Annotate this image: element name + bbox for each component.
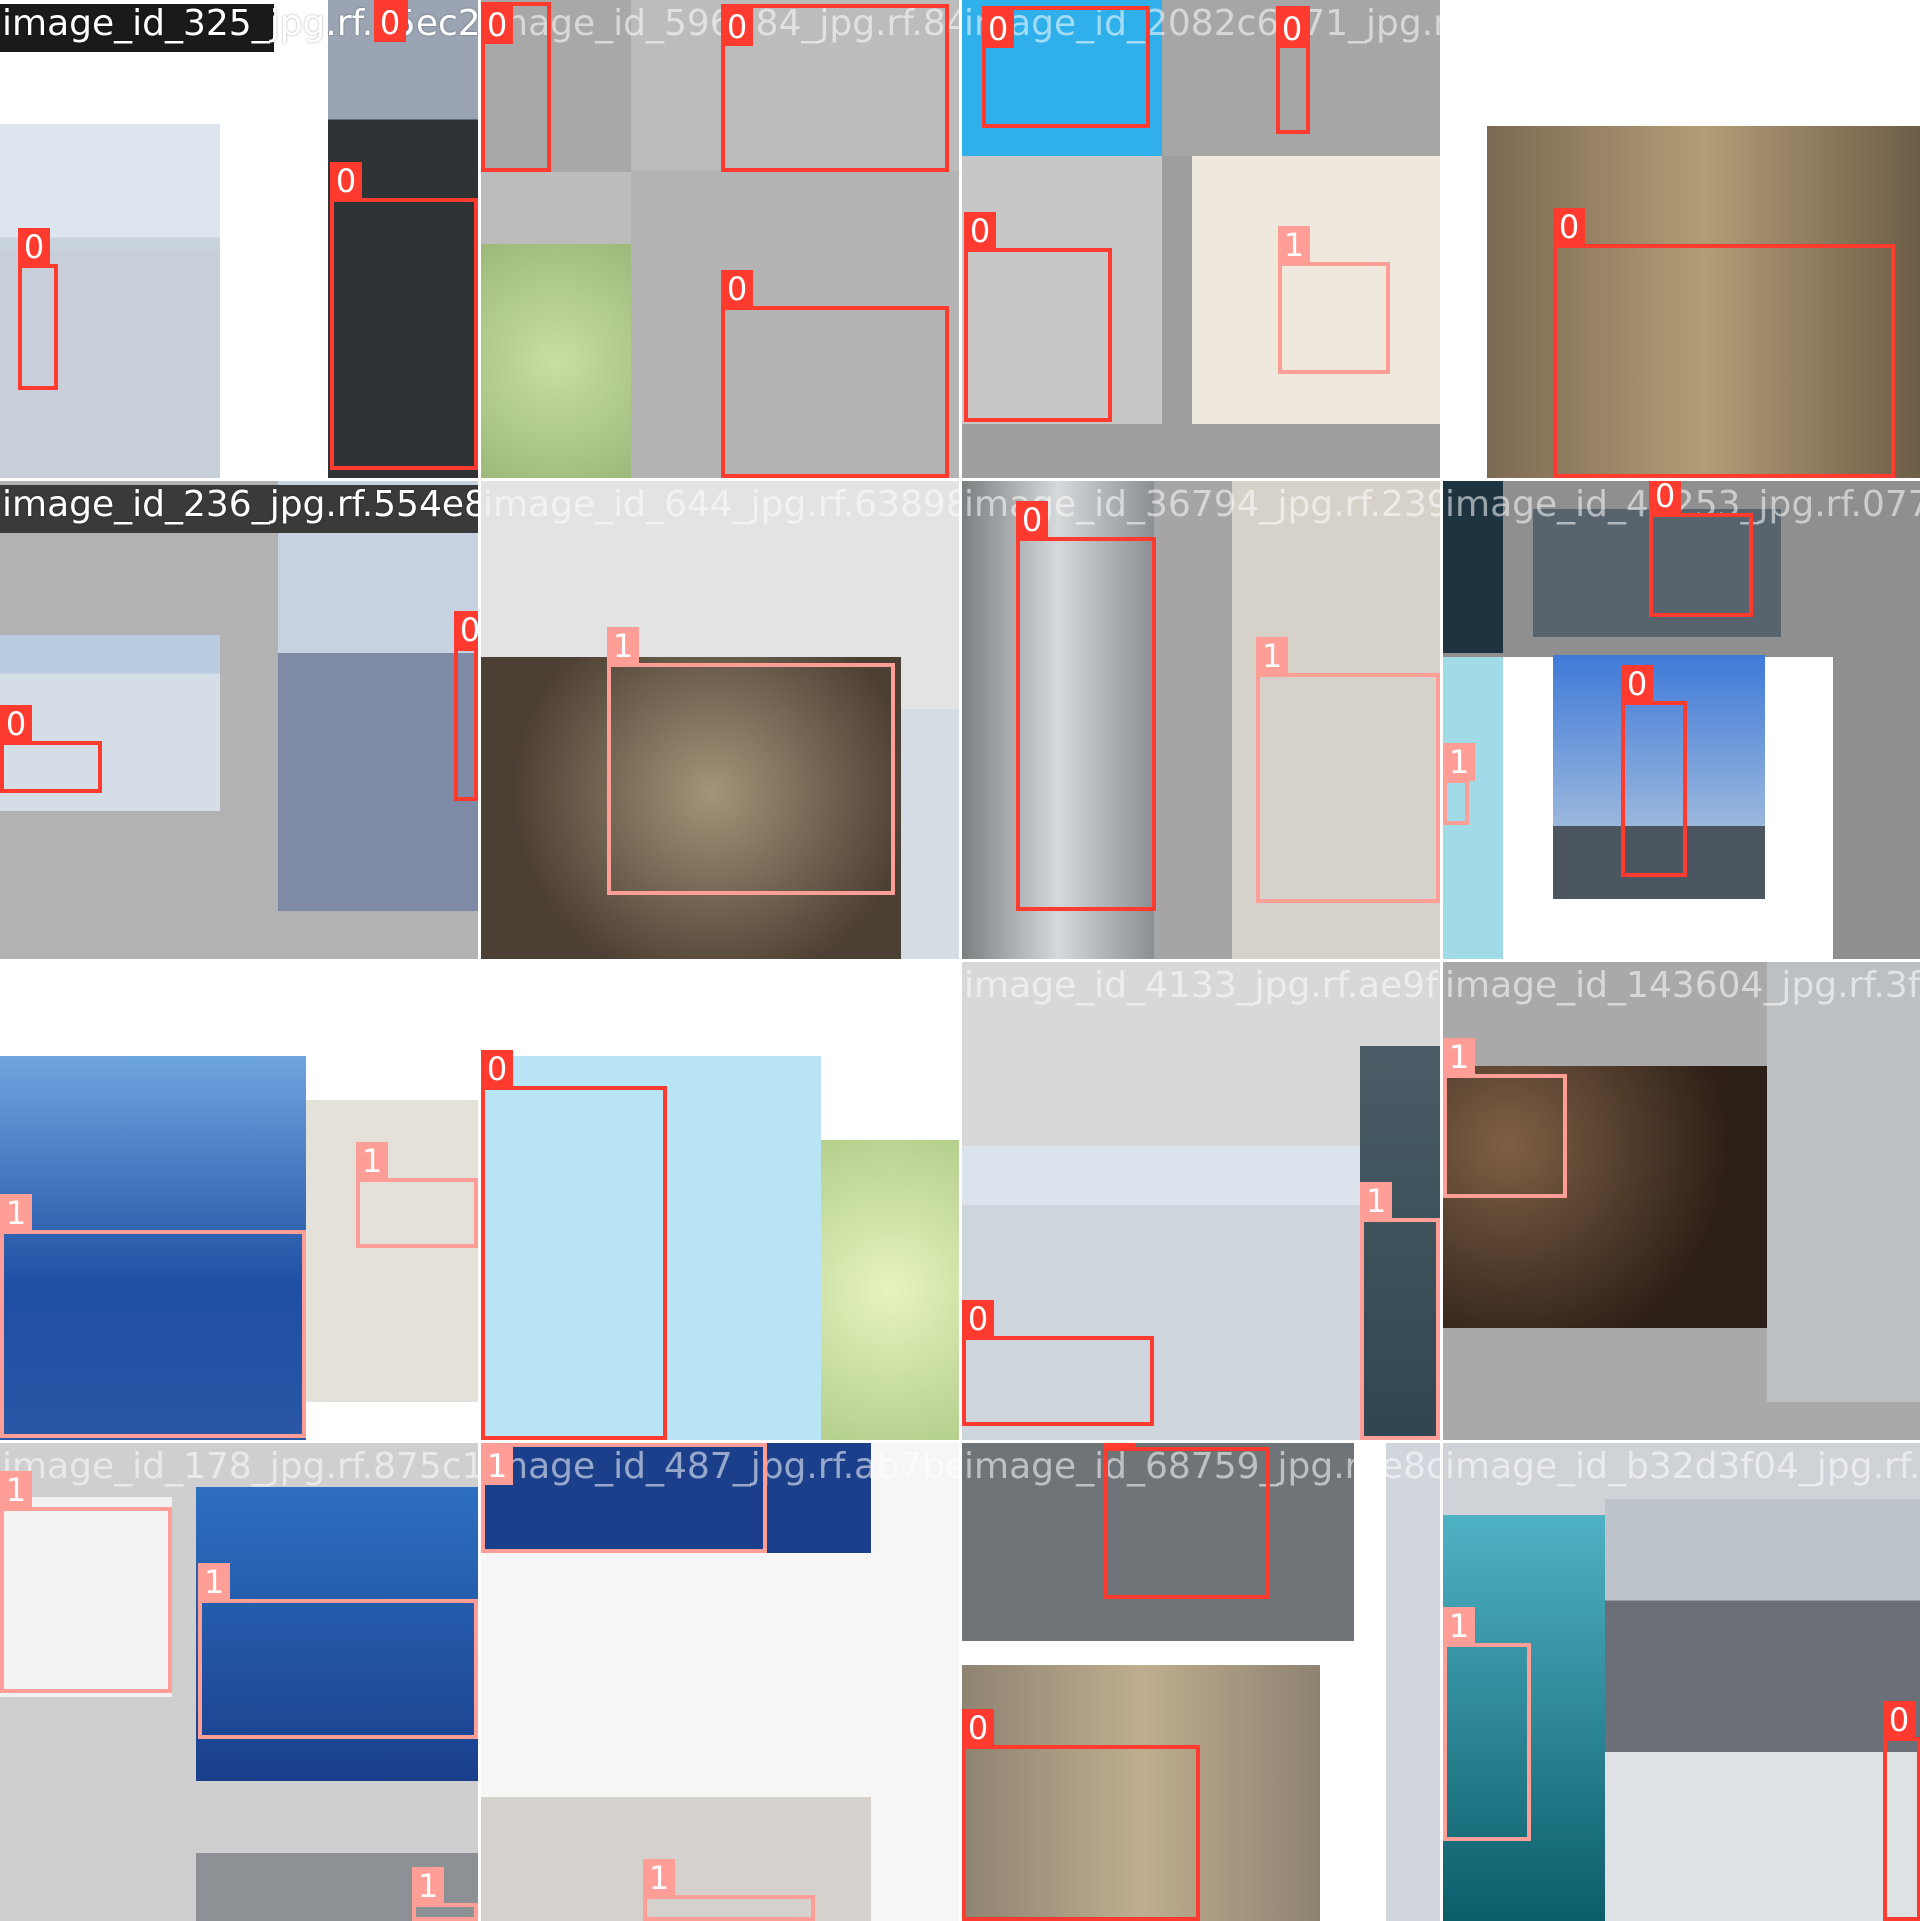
bbox-class-0: 0 xyxy=(962,1300,1154,1426)
bbox-class-0: 0 xyxy=(964,212,1112,422)
blurred-green-photo xyxy=(821,1140,959,1440)
bbox-class-0: 0 xyxy=(481,2,551,172)
snowfield-photo xyxy=(0,124,220,478)
tile-r4c1: image_id_178_jpg.rf.875c14... 1 1 1 xyxy=(0,1441,480,1921)
penguin-photo xyxy=(962,156,1162,424)
beach-photo xyxy=(481,1797,871,1921)
bbox-class-0: 0 xyxy=(454,611,478,801)
bbox-class-0: 0 xyxy=(18,228,58,390)
bbox-class-1: 1 xyxy=(0,1194,306,1438)
bbox-class-0: 0 xyxy=(1553,208,1895,478)
tile-title: image_id_3b2585_jpg.rf.9ddce5 xyxy=(1445,3,1920,44)
leatherback-turtle-photo xyxy=(0,1497,172,1697)
tile-r2c4: image_id_41253_jpg.rf.077767 0 0 1 xyxy=(1441,479,1920,961)
bbox-class-0: 0 xyxy=(1649,481,1753,617)
penguin-photo xyxy=(962,481,1154,959)
tile-title: image_id_460_jpg.rf.fdc59d... xyxy=(2,965,478,1006)
bbox-class-1: 1 xyxy=(356,1142,478,1248)
bbox-class-0: 0 xyxy=(0,705,102,793)
rocky-penguin-photo xyxy=(962,1443,1354,1641)
tile-r4c4: image_id_b32d3f04_jpg.rf.0485d2 1 0 xyxy=(1441,1441,1920,1921)
turtle-photo xyxy=(1232,481,1440,959)
bbox-class-1: 1 xyxy=(1360,1182,1440,1440)
bbox-class-0: 0 xyxy=(481,1050,667,1440)
bbox-class-1: 1 xyxy=(643,1859,815,1921)
bbox-class-0: 0 xyxy=(982,6,1150,128)
tile-r1c1: image_id_325_jpg.rf.c5ec29... 0 0 0 xyxy=(0,0,480,480)
bbox-class-1: 1 xyxy=(481,1443,767,1553)
water-photo xyxy=(1360,1046,1440,1440)
turtle-photo xyxy=(1192,156,1440,424)
tile-r4c3: image_id_68759_jpg.rf.e8c42... 0 0 xyxy=(960,1441,1442,1921)
tile-r4c2: image_id_487_jpg.rf.ab7bee... 1 1 xyxy=(479,1441,961,1921)
snowfield-photo xyxy=(0,635,220,811)
tile-r2c2: image_id_644_jpg.rf.63898... 1 xyxy=(479,479,961,961)
tile-r3c4: image_id_143604_jpg.rf.3f9d1c 1 xyxy=(1441,960,1920,1442)
tile-r3c3: image_id_4133_jpg.rf.ae9f05... 0 1 xyxy=(960,960,1442,1442)
tortoise-photo xyxy=(481,657,901,959)
tile-title: image_id_178_jpg.rf.875c14... xyxy=(2,1446,478,1487)
bbox-class-0: 0 xyxy=(721,4,949,172)
tile-r1c4: image_id_3b2585_jpg.rf.9ddce5 0 xyxy=(1441,0,1920,480)
swimming-penguin-photo xyxy=(481,1056,821,1440)
bbox-class-1: 1 xyxy=(1256,637,1440,903)
tile-title: image_id_68759_jpg.rf.e8c42... xyxy=(964,1446,1440,1487)
penguin-photo xyxy=(328,0,478,478)
bbox-class-0: 0 xyxy=(330,162,478,470)
bbox-class-1: 1 xyxy=(1278,226,1390,374)
tile-r3c1: image_id_460_jpg.rf.fdc59d... 1 1 xyxy=(0,960,480,1442)
snowfield-photo xyxy=(901,709,959,959)
bbox-class-0: 0 xyxy=(1883,1701,1920,1921)
tile-title: image_id_4133_jpg.rf.ae9f05... xyxy=(964,965,1440,1006)
mountain-photo xyxy=(278,481,478,911)
bbox-class-0: 0 xyxy=(962,1709,1200,1921)
tile-r1c2: image_id_596384_jpg.rf.840e4d... 0 0 0 xyxy=(479,0,961,480)
bbox-class-0: 0 xyxy=(1276,6,1310,134)
beach-photo xyxy=(306,1100,478,1402)
underwater-turtle-photo xyxy=(0,1056,306,1440)
bbox-class-0: 0 xyxy=(1104,1443,1270,1599)
grey-photo xyxy=(1767,962,1920,1402)
tile-title: image_id_236_jpg.rf.554e84... xyxy=(2,484,478,525)
underwater-photo xyxy=(481,1443,871,1553)
underwater-turtle-photo xyxy=(196,1487,478,1781)
penguin-photo xyxy=(1487,126,1920,478)
tile-title: image_id_143604_jpg.rf.3f9d1c xyxy=(1445,965,1920,1006)
bbox-class-1: 1 xyxy=(0,1471,172,1693)
tile-title: image_id_487_jpg.rf.ab7bee... xyxy=(483,1446,959,1487)
tile-r2c3: image_id_36794_jpg.rf.239aa6... 0 1 xyxy=(960,479,1442,961)
bbox-class-1: 1 xyxy=(412,1867,478,1921)
bbox-class-1: 1 xyxy=(1443,1607,1531,1841)
bbox-class-0: 0 xyxy=(1621,665,1687,877)
underwater-photo xyxy=(1443,1515,1605,1921)
penguin-photo xyxy=(962,1665,1320,1921)
bbox-class-1: 1 xyxy=(198,1563,478,1739)
bbox-class-0: 0 xyxy=(374,0,408,42)
penguin-photo xyxy=(631,170,959,478)
tile-title: image_id_41253_jpg.rf.077767 xyxy=(1445,484,1920,525)
bbox-class-1: 1 xyxy=(1443,743,1475,825)
tile-title: image_id_b32d3f04_jpg.rf.0485d2 xyxy=(1445,1446,1920,1487)
tile-r3c2: image_id_646_jpg.rf.dfcfdd2... 0 xyxy=(479,960,961,1442)
ocean-photo xyxy=(1443,657,1503,959)
bbox-class-1: 1 xyxy=(1443,1038,1567,1198)
reef-photo xyxy=(1443,481,1503,653)
sky-penguin-photo xyxy=(1553,655,1765,899)
snowfield-photo xyxy=(962,1146,1362,1440)
bbox-class-1: 1 xyxy=(607,627,895,895)
bbox-class-0: 0 xyxy=(1016,501,1156,911)
bbox-class-0: 0 xyxy=(721,270,949,478)
blurred-green-photo xyxy=(481,244,631,478)
tile-r2c1: image_id_236_jpg.rf.554e84... 0 0 xyxy=(0,479,480,961)
tile-r1c3: image_id_2082c6671_jpg.rf.1c9ae6... 0 0 … xyxy=(960,0,1442,480)
snowy-mountain-photo xyxy=(1605,1499,1920,1921)
tile-title: image_id_646_jpg.rf.dfcfdd2... xyxy=(483,965,959,1006)
tile-title: image_id_644_jpg.rf.63898... xyxy=(483,484,959,525)
